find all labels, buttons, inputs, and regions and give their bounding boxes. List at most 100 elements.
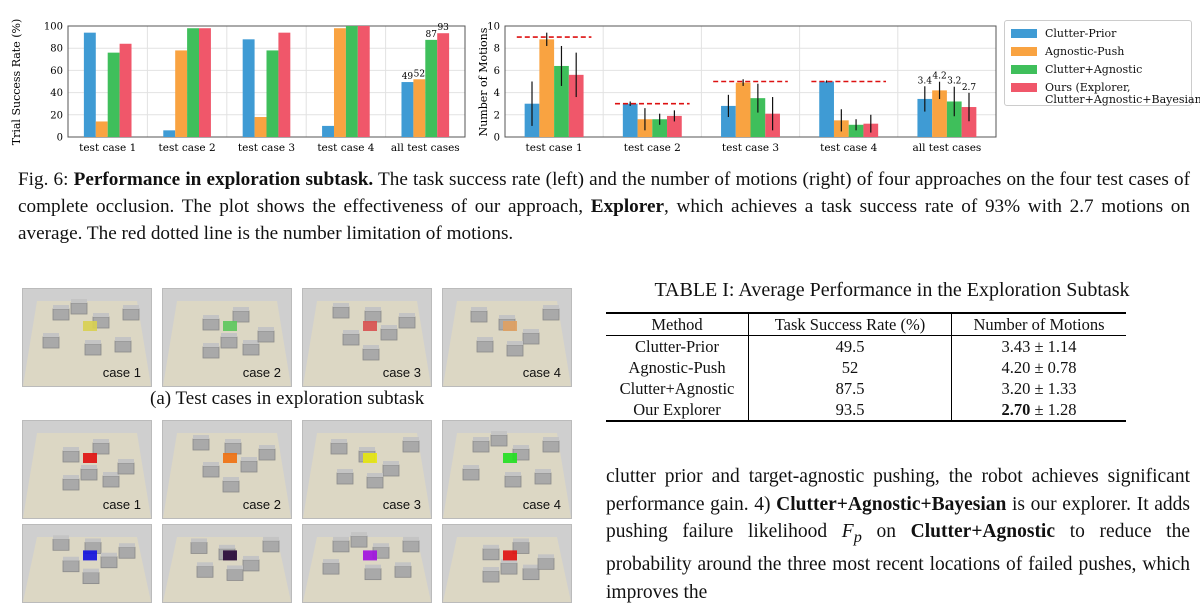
bar bbox=[345, 26, 358, 137]
scene-render bbox=[443, 421, 571, 518]
bar bbox=[554, 65, 569, 137]
block-top bbox=[103, 472, 119, 476]
block bbox=[366, 476, 384, 489]
block bbox=[100, 556, 118, 569]
target-marker bbox=[363, 453, 377, 463]
block bbox=[462, 468, 480, 481]
block bbox=[80, 468, 98, 481]
block-top bbox=[85, 340, 101, 344]
table-cell: 3.20 ± 1.33 bbox=[952, 378, 1127, 399]
case-label: case 1 bbox=[102, 497, 141, 512]
caption-title: Performance in exploration subtask. bbox=[73, 169, 374, 190]
scene-render bbox=[163, 525, 291, 602]
block-top bbox=[225, 439, 241, 443]
block-top bbox=[197, 562, 213, 567]
block bbox=[394, 565, 412, 578]
block-top bbox=[81, 465, 97, 469]
scene-thumbnail: case 4 bbox=[442, 288, 572, 387]
block bbox=[202, 318, 220, 331]
case-label: case 3 bbox=[382, 365, 421, 380]
block-top bbox=[483, 567, 499, 572]
legend-item: Agnostic-Push bbox=[1011, 45, 1124, 58]
x-tick-label: test case 1 bbox=[526, 142, 583, 154]
block-top bbox=[63, 475, 79, 479]
block-top bbox=[535, 469, 551, 473]
figure-caption: Fig. 6: Performance in exploration subta… bbox=[18, 166, 1190, 247]
block-top bbox=[399, 313, 415, 317]
block-top bbox=[53, 305, 69, 309]
block bbox=[257, 330, 275, 343]
block-top bbox=[351, 532, 367, 537]
block-top bbox=[263, 536, 279, 541]
scene-thumbnail bbox=[22, 524, 152, 603]
block bbox=[42, 336, 60, 349]
target-marker bbox=[503, 321, 517, 331]
block-top bbox=[63, 556, 79, 561]
block bbox=[542, 440, 560, 453]
block bbox=[350, 535, 368, 548]
block-top bbox=[123, 305, 139, 309]
case-label: case 3 bbox=[382, 497, 421, 512]
block bbox=[118, 546, 136, 559]
block bbox=[482, 548, 500, 561]
table-cell: 3.43 ± 1.14 bbox=[952, 336, 1127, 358]
x-tick-label: all test cases bbox=[912, 142, 981, 154]
block bbox=[117, 462, 135, 475]
table-header: Number of Motions bbox=[951, 312, 1126, 336]
bar bbox=[667, 115, 682, 137]
block-top bbox=[258, 327, 274, 331]
success-rate-chart: Trial Success Rate (%) 0 20 40 60 80 100 49 52 8… bbox=[10, 19, 466, 154]
block bbox=[190, 542, 208, 554]
bar bbox=[917, 98, 933, 137]
legend-label: Agnostic-Push bbox=[1045, 45, 1125, 58]
scene-thumbnail: case 1 bbox=[22, 288, 152, 387]
scene-thumbnail bbox=[442, 524, 572, 603]
legend-label: Ours (Explorer, bbox=[1045, 81, 1131, 94]
caption-explorer: Explorer bbox=[590, 196, 664, 217]
block bbox=[226, 569, 244, 581]
block bbox=[52, 308, 70, 321]
legend-label: Clutter+Agnostic+Bayesian) bbox=[1045, 93, 1200, 106]
block-top bbox=[359, 447, 375, 451]
block bbox=[500, 562, 518, 575]
y-tick-label: 6 bbox=[494, 66, 500, 77]
x-tick-label: test case 4 bbox=[317, 142, 374, 154]
block-top bbox=[93, 313, 109, 317]
scene-render bbox=[163, 421, 291, 518]
table-row: Clutter+Agnostic 87.5 3.20 ± 1.33 bbox=[606, 378, 1126, 399]
scene-render bbox=[163, 289, 291, 386]
block bbox=[380, 328, 398, 341]
bar bbox=[322, 125, 334, 137]
scene-thumbnail: case 1 bbox=[22, 420, 152, 519]
bar bbox=[652, 119, 668, 137]
block bbox=[364, 310, 382, 323]
block-top bbox=[219, 544, 235, 549]
block-top bbox=[403, 437, 419, 441]
case-label: case 4 bbox=[522, 365, 561, 380]
data-label: 52 bbox=[414, 69, 425, 79]
block-top bbox=[523, 564, 539, 569]
bar bbox=[163, 130, 176, 137]
caption-lead: Fig. 6: bbox=[18, 169, 74, 190]
block bbox=[490, 434, 508, 447]
block-top bbox=[119, 543, 135, 548]
motions-std: ± 0.78 bbox=[1030, 357, 1077, 377]
scene-render bbox=[23, 289, 151, 386]
block-top bbox=[323, 559, 339, 564]
scene-render bbox=[303, 525, 431, 602]
bar bbox=[622, 103, 638, 137]
block bbox=[62, 478, 80, 491]
block bbox=[258, 448, 276, 461]
block bbox=[322, 562, 340, 575]
y-tick-label: 4 bbox=[494, 88, 500, 99]
block-top bbox=[543, 437, 559, 441]
block bbox=[342, 333, 360, 346]
bar bbox=[278, 32, 291, 137]
table-cell: 93.5 bbox=[748, 399, 952, 422]
data-label: 2.7 bbox=[962, 83, 977, 93]
x-tick-label: test case 1 bbox=[79, 142, 136, 154]
block-top bbox=[363, 345, 379, 349]
data-label: 87 bbox=[426, 30, 438, 40]
target-marker bbox=[83, 453, 97, 463]
block-top bbox=[203, 315, 219, 319]
